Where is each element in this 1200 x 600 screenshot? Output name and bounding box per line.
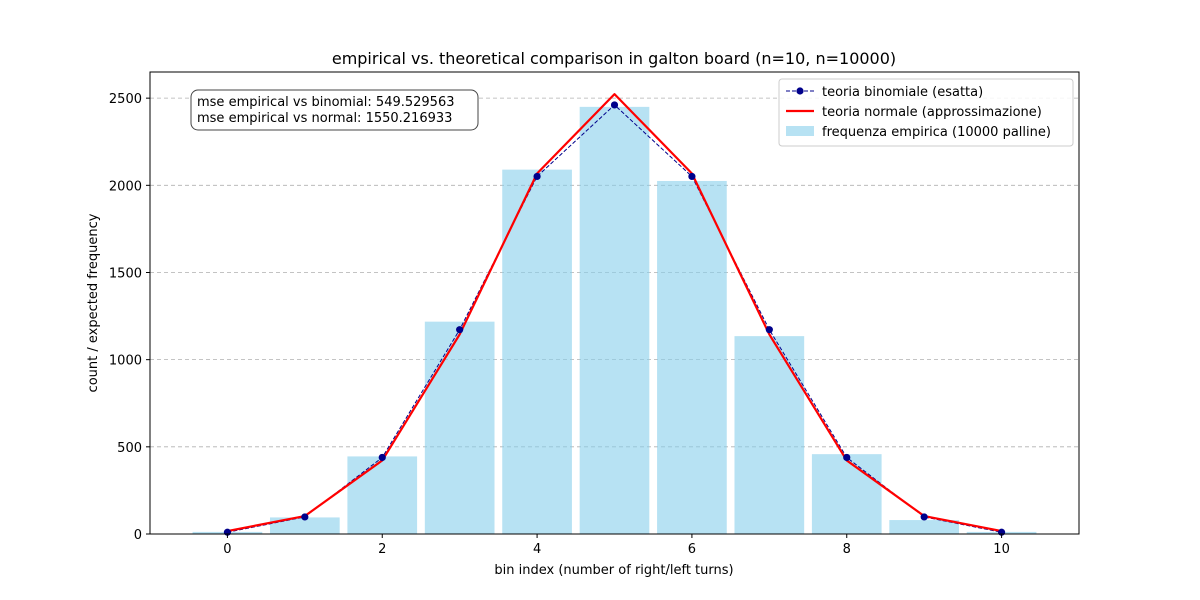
plot-frame xyxy=(149,71,1080,535)
y-tick-label: 500 xyxy=(117,441,142,456)
chart-title: empirical vs. theoretical comparison in … xyxy=(332,49,896,68)
bar xyxy=(347,456,418,534)
y-tick-label: 1500 xyxy=(109,266,142,281)
binomial-point xyxy=(688,172,696,181)
legend-box xyxy=(778,78,1074,147)
legend-empirical-swatch-icon xyxy=(786,126,814,136)
y-axis-label: count / expected frequency xyxy=(86,213,101,392)
legend-binomial-marker-icon xyxy=(796,87,804,95)
mse-annotation: mse empirical vs binomial: 549.529563 ms… xyxy=(190,89,479,131)
mse-annotation-box xyxy=(190,89,479,131)
bar xyxy=(811,454,882,534)
binomial-point xyxy=(378,453,386,462)
y-tick-label: 0 xyxy=(134,528,142,543)
x-tick-label: 2 xyxy=(378,542,386,557)
bar xyxy=(424,321,495,534)
bar xyxy=(734,336,805,534)
line-series xyxy=(223,93,1006,536)
y-axis-ticks: 0 500 1000 1500 2000 2500 xyxy=(109,92,150,543)
binomial-point xyxy=(533,172,541,181)
y-tick-label: 2500 xyxy=(109,92,142,107)
y-tick-label: 1000 xyxy=(109,354,142,369)
legend: teoria binomiale (esatta) teoria normale… xyxy=(778,78,1074,147)
binomial-point xyxy=(765,326,773,334)
normal-line xyxy=(227,93,1002,533)
bar xyxy=(579,106,650,535)
legend-binomial-label: teoria binomiale (esatta) xyxy=(822,85,983,100)
x-tick-label: 10 xyxy=(993,542,1010,557)
y-tick-label: 2000 xyxy=(109,179,142,194)
bar-series xyxy=(192,106,1037,535)
bar xyxy=(889,520,960,534)
binomial-point xyxy=(456,326,464,334)
x-tick-label: 4 xyxy=(533,542,541,557)
bar xyxy=(657,180,727,534)
x-axis-label: bin index (number of right/left turns) xyxy=(494,563,733,578)
binomial-point xyxy=(843,453,851,462)
x-tick-label: 6 xyxy=(688,542,696,557)
bar xyxy=(269,517,340,534)
binomial-point xyxy=(920,513,928,521)
x-tick-label: 0 xyxy=(223,542,231,557)
binomial-point xyxy=(610,101,619,109)
legend-empirical-label: frequenza empirica (10000 palline) xyxy=(822,125,1051,140)
x-tick-label: 8 xyxy=(843,542,851,557)
mse-normal-text: mse empirical vs normal: 1550.216933 xyxy=(197,111,452,126)
x-axis-ticks: 0 2 4 6 8 10 xyxy=(223,534,1010,557)
binomial-point xyxy=(301,513,309,521)
legend-normal-label: teoria normale (approssimazione) xyxy=(822,105,1042,120)
bar xyxy=(502,169,572,534)
mse-binomial-text: mse empirical vs binomial: 549.529563 xyxy=(197,95,455,110)
